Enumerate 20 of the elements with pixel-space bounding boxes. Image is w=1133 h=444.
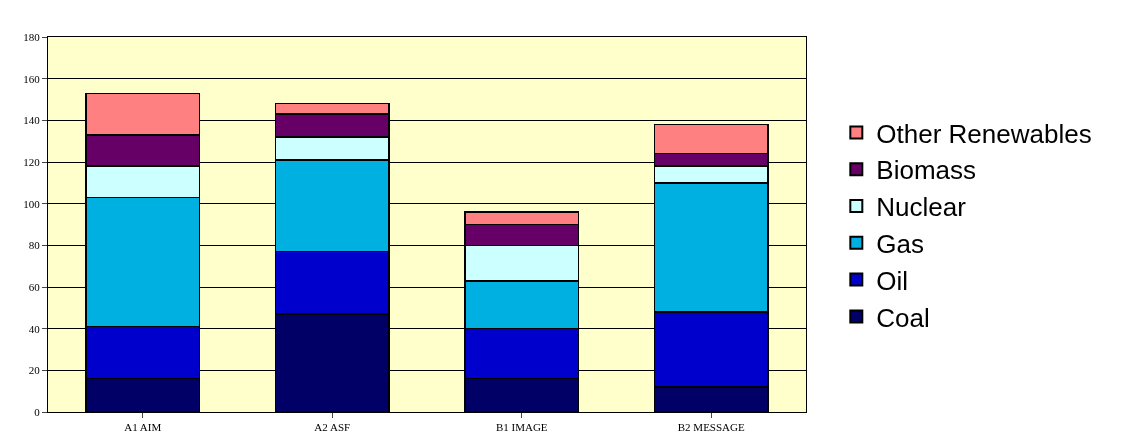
x-tick-label: A1 AIM — [124, 421, 162, 434]
y-tick-label: 140 — [23, 114, 41, 127]
y-tick-label: 20 — [28, 364, 41, 377]
x-tick-label: B1 IMAGE — [495, 421, 548, 434]
y-tick-label: 180 — [23, 30, 41, 43]
y-tick-label: 160 — [23, 72, 41, 85]
legend-label: Gas — [876, 228, 925, 259]
x-tick-label: B2 MESSAGE — [677, 421, 745, 434]
y-tick-label: 0 — [34, 405, 41, 418]
legend-label: Nuclear — [876, 192, 967, 223]
legend-label: Other Renewables — [876, 118, 1092, 149]
x-tick-label: A2 ASF — [314, 421, 351, 434]
y-tick-label: 80 — [28, 239, 41, 252]
legend-label: Coal — [876, 302, 930, 333]
y-tick-label: 100 — [23, 197, 41, 210]
legend-label: Oil — [876, 265, 909, 296]
y-tick-label: 60 — [28, 280, 41, 293]
y-tick-label: 120 — [23, 155, 41, 168]
legend-label: Biomass — [876, 155, 977, 186]
y-tick-label: 40 — [28, 322, 41, 335]
